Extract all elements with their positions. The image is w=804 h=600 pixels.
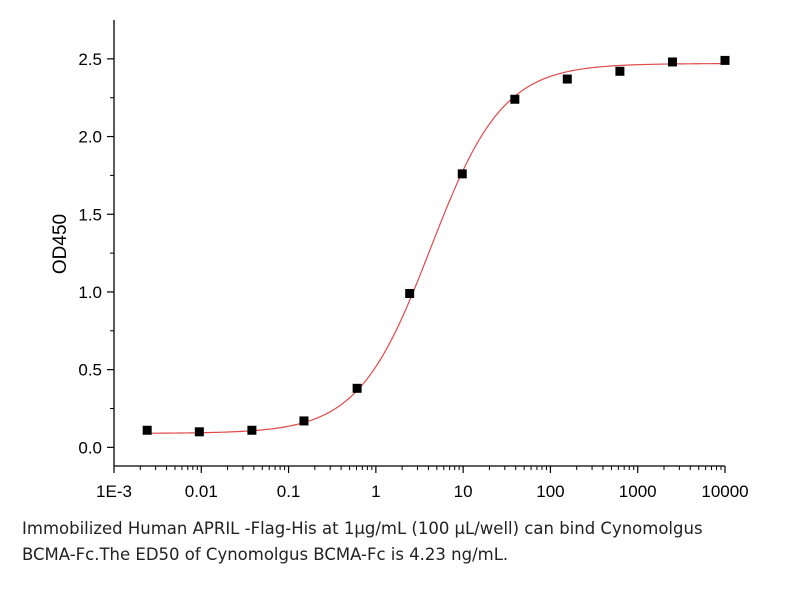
data-point — [352, 383, 362, 393]
data-point — [510, 94, 520, 104]
fit-curve — [147, 63, 726, 434]
x-tick-label: 1E-3 — [96, 482, 132, 501]
x-tick-label: 100 — [536, 482, 564, 501]
data-point — [667, 57, 677, 67]
y-tick-label: 1.0 — [78, 283, 102, 302]
plot-area: 0.0 0.5 1.0 1.5 2.0 2.5 1E-3 0.01 0.1 1 10 100 1000 1… — [78, 20, 749, 501]
data-point — [194, 427, 204, 437]
data-point — [405, 289, 415, 299]
chart: 0.0 0.5 1.0 1.5 2.0 2.5 1E-3 0.01 0.1 1 10 100 1000 1… — [50, 20, 749, 501]
caption-line-2: BCMA-Fc.The ED50 of Cynomolgus BCMA-Fc i… — [22, 545, 509, 564]
data-point — [457, 169, 467, 179]
y-tick-label: 2.5 — [78, 50, 102, 69]
x-tick-label: 10 — [454, 482, 473, 501]
data-point — [615, 66, 625, 76]
data-point — [299, 416, 309, 426]
data-point — [142, 425, 152, 435]
x-tick-label: 1 — [371, 482, 380, 501]
y-axis-title: OD450 — [50, 214, 71, 274]
x-tick-label: 0.1 — [277, 482, 301, 501]
y-tick-label: 0.0 — [78, 438, 102, 457]
figure-caption: Immobilized Human APRIL -Flag-His at 1μg… — [22, 516, 802, 568]
caption-line-1: Immobilized Human APRIL -Flag-His at 1μg… — [22, 519, 703, 538]
data-point — [720, 55, 730, 65]
data-point — [247, 425, 257, 435]
y-tick-label: 1.5 — [78, 205, 102, 224]
y-tick-label: 0.5 — [78, 361, 102, 380]
data-point — [562, 74, 572, 84]
y-tick-label: 2.0 — [78, 128, 102, 147]
x-tick-label: 0.01 — [185, 482, 218, 501]
x-tick-label: 10000 — [701, 482, 748, 501]
x-tick-label: 1000 — [619, 482, 657, 501]
